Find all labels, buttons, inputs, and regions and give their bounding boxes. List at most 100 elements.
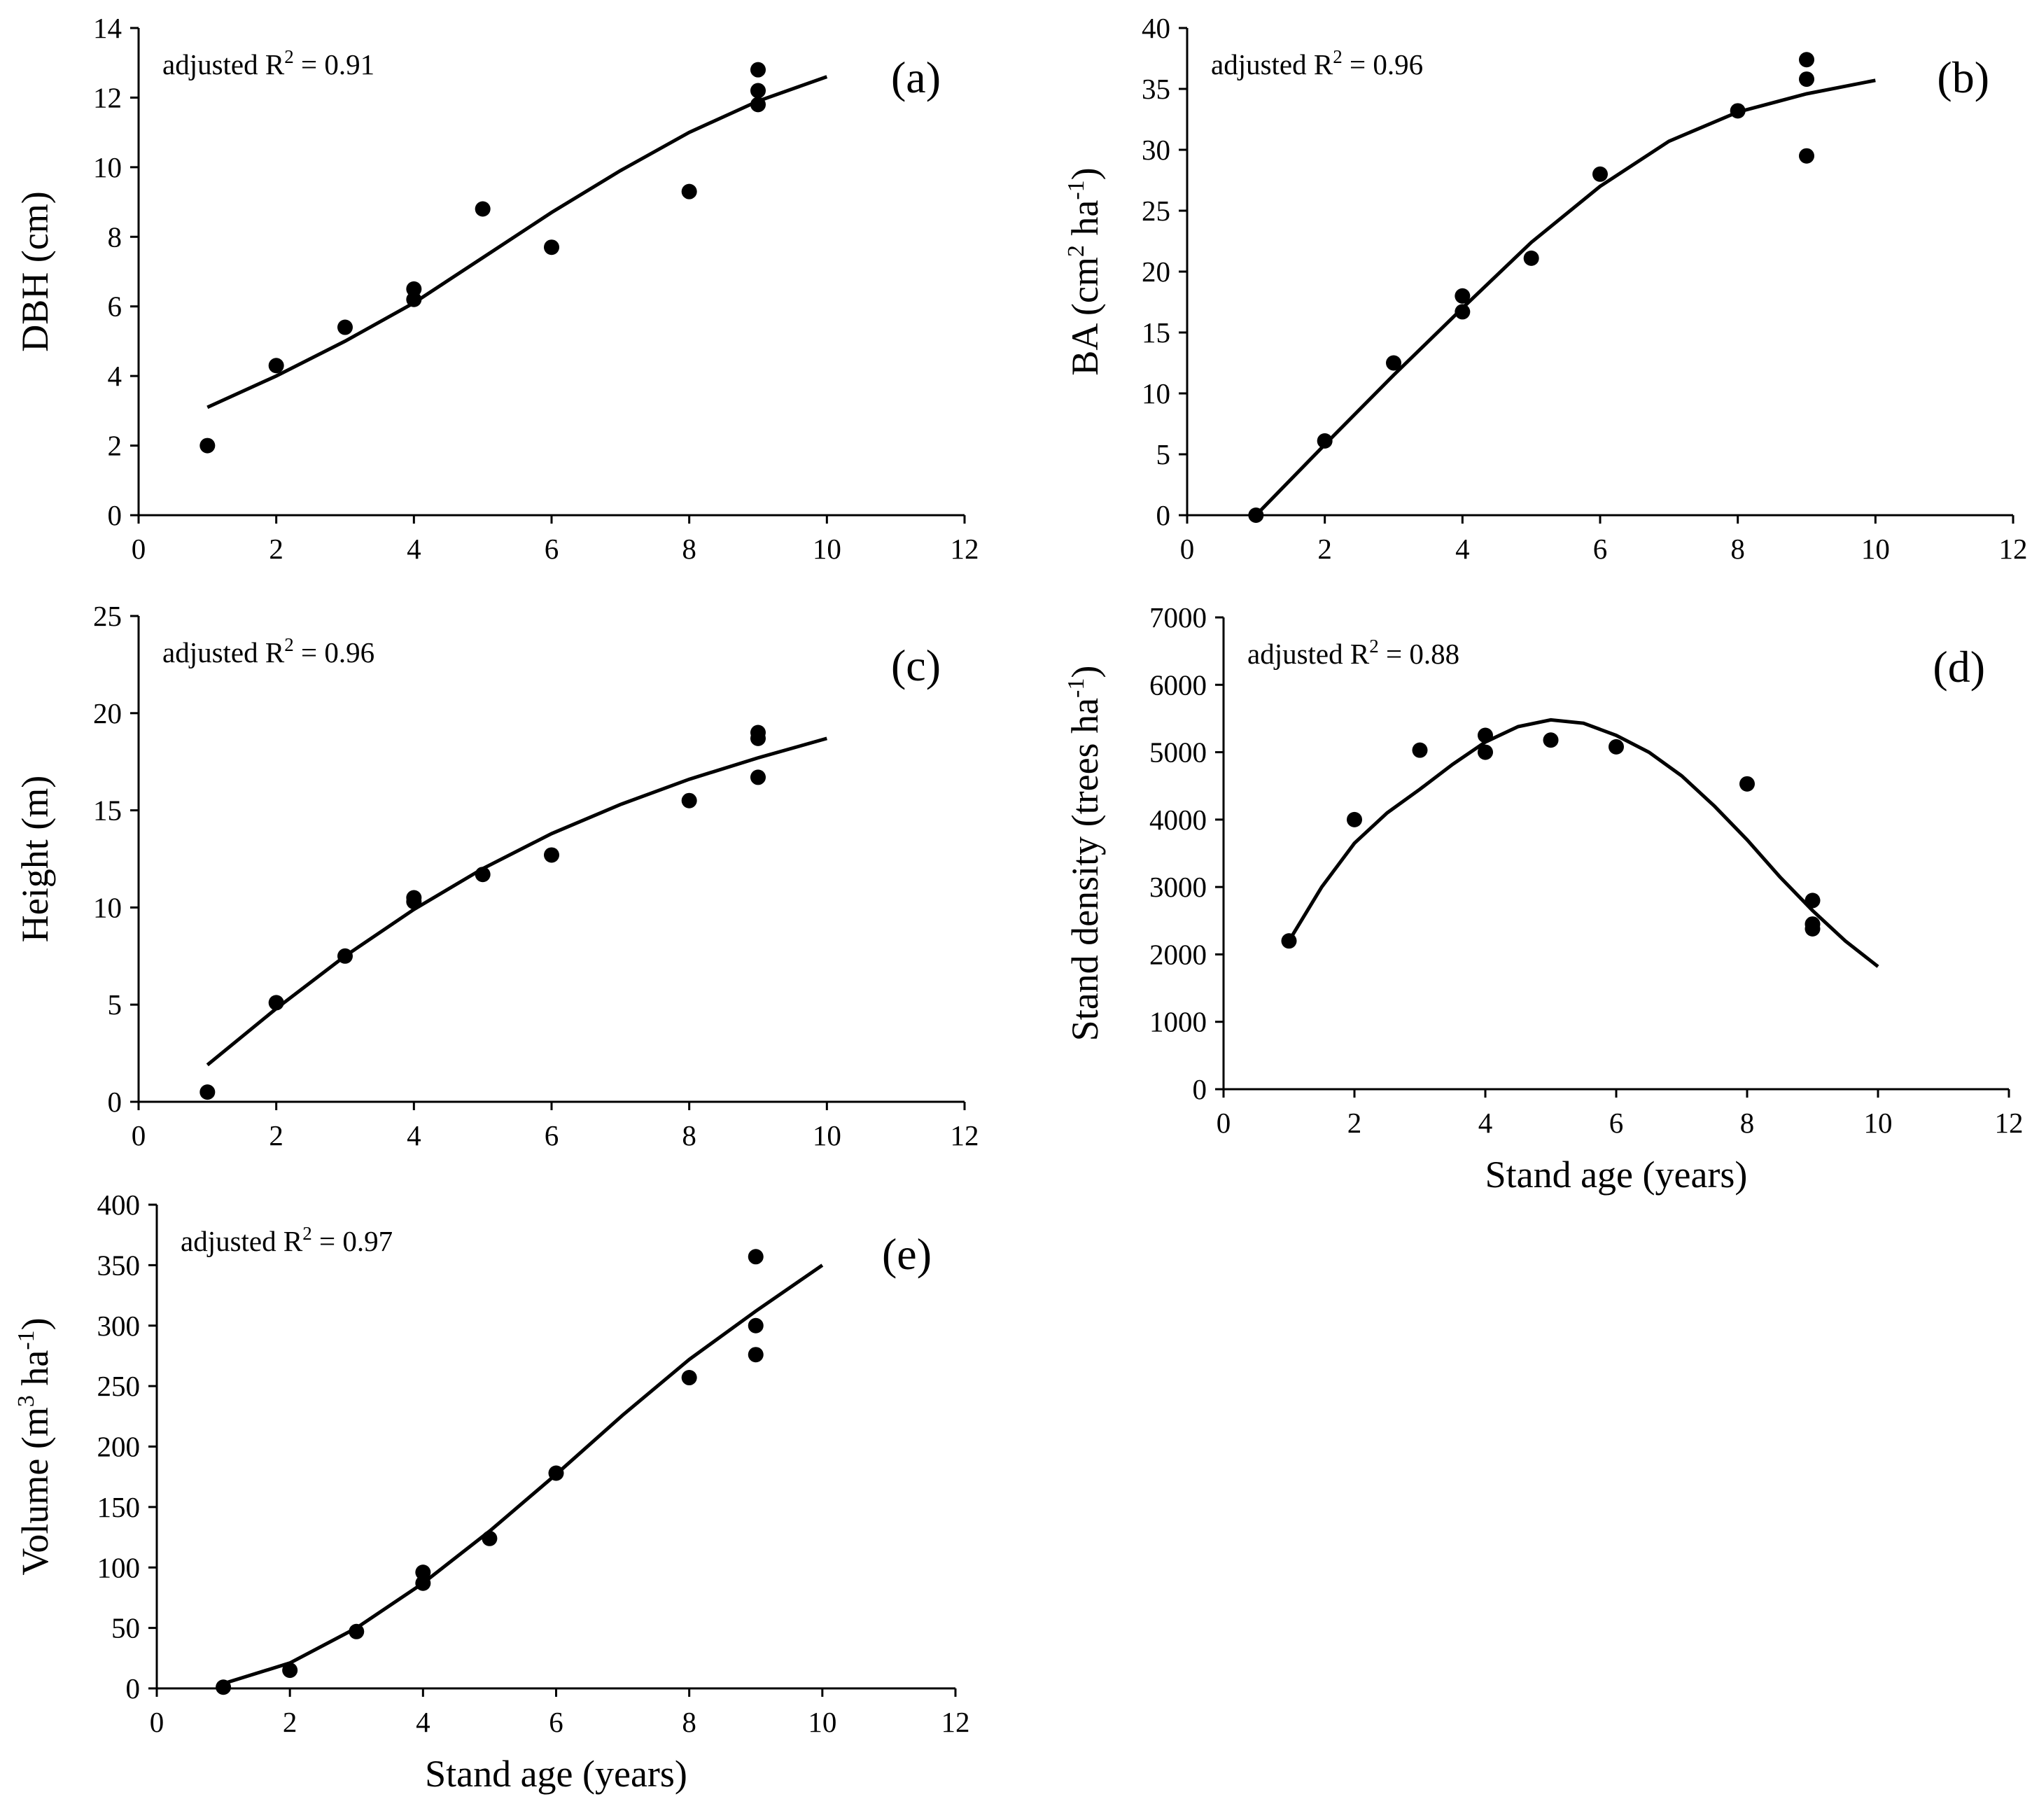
data-point xyxy=(1730,103,1746,119)
x-tick-label: 2 xyxy=(269,533,283,565)
data-point xyxy=(1543,732,1559,748)
y-tick-label: 14 xyxy=(93,12,122,44)
y-tick-label: 5000 xyxy=(1149,736,1207,769)
y-axis-title: Height (m) xyxy=(14,776,56,942)
r2-superscript: 2 xyxy=(302,1223,312,1244)
data-point xyxy=(544,847,559,863)
y-axis-title-superscript: -1 xyxy=(1063,678,1089,698)
data-point xyxy=(750,83,766,99)
data-point xyxy=(337,319,353,335)
data-point xyxy=(415,1564,431,1581)
y-tick-label: 5 xyxy=(1156,438,1171,470)
data-point xyxy=(415,1575,431,1591)
r2-suffix: = 0.96 xyxy=(294,636,374,668)
r2-superscript: 2 xyxy=(284,634,294,655)
y-axis-title: BA (cm2 ha-1) xyxy=(1063,167,1106,375)
y-tick-label: 0 xyxy=(108,1086,122,1118)
y-tick-label: 3000 xyxy=(1149,871,1207,903)
adjusted-r2-label: adjusted R2 = 0.91 xyxy=(162,46,374,80)
y-tick-label: 4 xyxy=(108,360,122,392)
data-point xyxy=(681,792,697,808)
x-tick-label: 8 xyxy=(1730,533,1745,565)
data-point xyxy=(748,1249,764,1265)
x-tick-label: 12 xyxy=(941,1706,970,1738)
data-point xyxy=(268,358,284,374)
data-point xyxy=(1523,250,1539,266)
panel-label: (b) xyxy=(1937,52,1989,102)
x-tick-label: 0 xyxy=(1217,1107,1231,1139)
data-point xyxy=(475,867,491,883)
data-point xyxy=(1347,811,1362,827)
y-axis-title-text: ) xyxy=(1064,167,1106,180)
y-tick-label: 6 xyxy=(108,290,122,323)
x-tick-label: 12 xyxy=(1999,533,2028,565)
r2-superscript: 2 xyxy=(1333,46,1343,67)
y-tick-label: 100 xyxy=(97,1551,141,1583)
y-axis-title-superscript: -1 xyxy=(13,1330,39,1350)
data-point xyxy=(1478,727,1493,743)
r2-superscript: 2 xyxy=(284,46,294,67)
panel-d: 0 2 4 6 8 10 12 0 1000 2000 3000 4000 5000 6000 7000 ad… xyxy=(1063,601,2024,1196)
data-point xyxy=(1412,742,1428,758)
y-tick-label: 8 xyxy=(108,220,122,253)
x-tick-label: 8 xyxy=(682,1706,696,1738)
panel-label: (c) xyxy=(891,640,941,690)
x-tick-label: 10 xyxy=(1861,533,1890,565)
r2-prefix: adjusted R xyxy=(1247,638,1370,670)
y-tick-label: 5 xyxy=(108,988,122,1021)
x-tick-label: 4 xyxy=(1478,1107,1493,1139)
data-point xyxy=(1281,933,1297,949)
data-point xyxy=(1805,892,1821,909)
x-tick-label: 0 xyxy=(132,533,146,565)
data-point xyxy=(750,97,766,113)
x-tick-label: 6 xyxy=(1593,533,1608,565)
data-point xyxy=(1805,916,1821,932)
x-tick-label: 2 xyxy=(1347,1107,1362,1139)
data-point xyxy=(199,438,216,454)
data-point xyxy=(349,1623,365,1639)
y-tick-label: 35 xyxy=(1142,73,1170,105)
data-point xyxy=(1609,738,1624,755)
x-tick-label: 4 xyxy=(407,533,421,565)
y-tick-label: 20 xyxy=(1142,255,1170,288)
y-tick-label: 4000 xyxy=(1149,804,1207,836)
x-tick-label: 10 xyxy=(813,1119,841,1152)
y-axis-title-text: Stand density (trees ha xyxy=(1064,698,1106,1041)
data-point xyxy=(482,1530,498,1546)
y-tick-label: 10 xyxy=(93,151,122,183)
x-tick-label: 2 xyxy=(283,1706,297,1738)
y-tick-label: 250 xyxy=(97,1370,141,1402)
data-point xyxy=(681,1370,697,1386)
data-point xyxy=(748,1317,764,1334)
r2-prefix: adjusted R xyxy=(162,48,285,80)
y-tick-label: 400 xyxy=(97,1189,141,1221)
r2-prefix: adjusted R xyxy=(181,1225,303,1257)
adjusted-r2-label: adjusted R2 = 0.96 xyxy=(1211,46,1423,80)
x-tick-label: 0 xyxy=(150,1706,164,1738)
x-tick-label: 12 xyxy=(951,1119,979,1152)
data-point xyxy=(750,62,766,78)
data-point xyxy=(337,948,353,964)
x-tick-label: 12 xyxy=(951,533,979,565)
y-tick-label: 10 xyxy=(93,891,122,923)
x-tick-label: 8 xyxy=(1740,1107,1755,1139)
y-tick-label: 6000 xyxy=(1149,668,1207,701)
adjusted-r2-label: adjusted R2 = 0.97 xyxy=(181,1223,393,1257)
y-axis-title-text: DBH (cm) xyxy=(14,191,56,351)
y-axis-title-text: BA (cm xyxy=(1064,257,1106,376)
data-point xyxy=(1739,776,1755,792)
y-axis-title-text: ha xyxy=(14,1350,56,1396)
y-tick-label: 7000 xyxy=(1149,601,1207,634)
y-tick-label: 2 xyxy=(108,430,122,462)
y-tick-label: 200 xyxy=(97,1431,141,1463)
x-tick-label: 4 xyxy=(1455,533,1470,565)
data-point xyxy=(544,239,559,255)
r2-suffix: = 0.88 xyxy=(1379,638,1459,670)
y-tick-label: 1000 xyxy=(1149,1006,1207,1038)
y-tick-label: 350 xyxy=(97,1249,141,1281)
data-point xyxy=(1799,71,1814,88)
